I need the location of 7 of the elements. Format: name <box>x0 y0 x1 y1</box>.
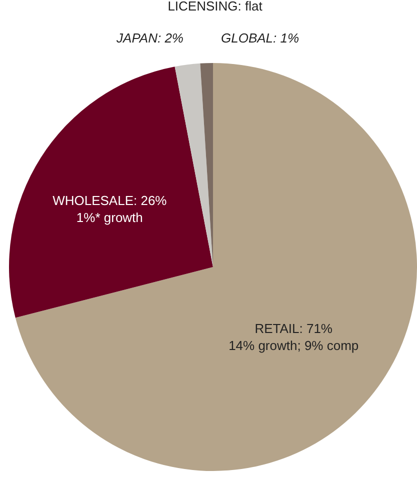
text: 14% growth; 9% comp <box>228 338 359 354</box>
slice-label: JAPAN: 2% <box>116 30 184 46</box>
text: LICENSING: flat <box>168 0 263 14</box>
slice-label: WHOLESALE: 26% <box>52 192 168 208</box>
text: 1%* growth <box>76 210 143 225</box>
slice-label: RETAIL: 71% <box>254 321 333 336</box>
slice-label: GLOBAL: 1% <box>220 30 300 46</box>
